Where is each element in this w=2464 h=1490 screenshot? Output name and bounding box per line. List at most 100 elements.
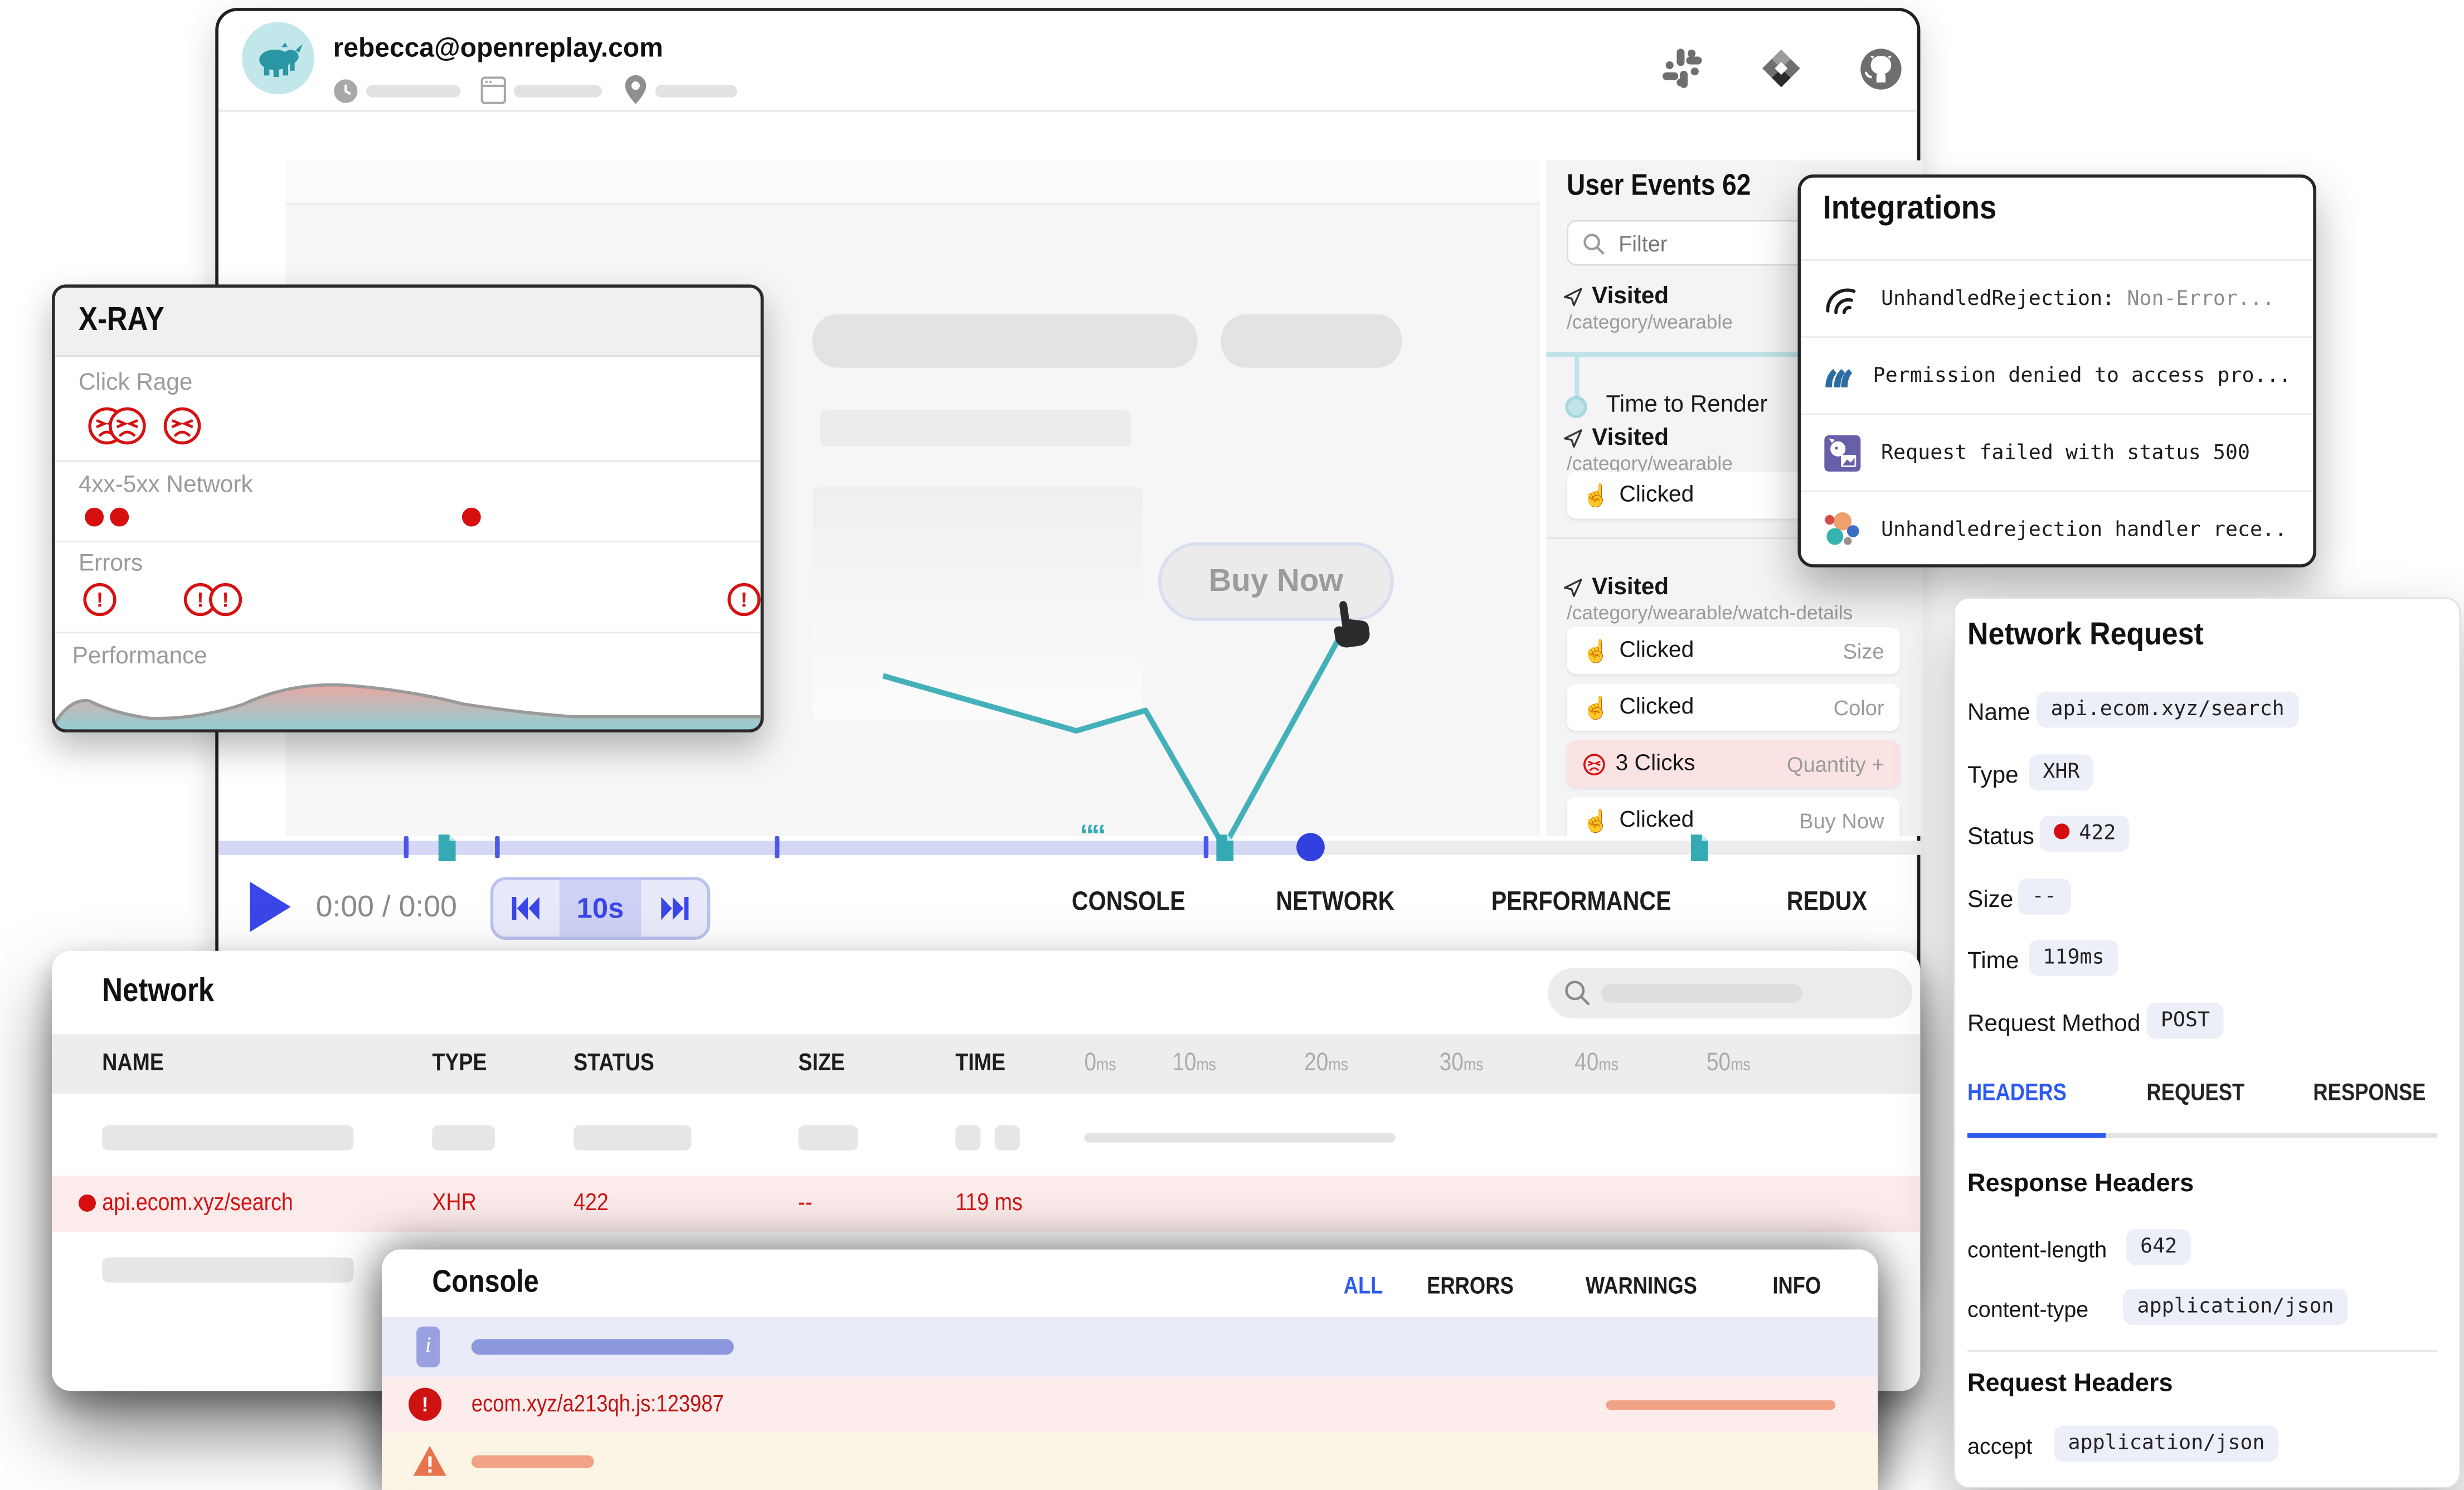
network-search[interactable] [1548,968,1913,1019]
time-to-render[interactable]: Time to Render [1606,391,1768,418]
elastic-icon [1825,511,1859,545]
divider [1546,537,1924,540]
type-label: Type [1967,762,2019,789]
player-timeline[interactable]: ““ [218,821,1924,862]
skeleton-block [812,314,1198,368]
skip-interval-button[interactable]: 10s [559,880,641,937]
angry-face-icon[interactable] [107,405,148,446]
visited-arrow-icon [1563,288,1582,307]
console-tab-warnings[interactable]: WARNINGS [1585,1273,1697,1300]
name-label: Name [1967,699,2030,726]
search-icon [1565,981,1590,1006]
warning-triangle-icon [413,1445,446,1476]
network-error-dot[interactable] [110,507,129,527]
github-icon[interactable] [1859,47,1903,91]
timeline-doc-marker[interactable] [438,834,456,869]
error-exclamation-icon[interactable]: ! [727,583,761,617]
time-label: Time [1967,948,2019,975]
error-exclamation-icon[interactable]: ! [83,583,116,617]
error-exclamation-icon[interactable]: ! [208,583,242,617]
timeline-played [218,841,1311,855]
integration-row-sentry[interactable]: UnhandledRejection: Non-Error... [1801,259,2314,336]
network-row-skeleton[interactable] [52,1110,1920,1167]
timeline-event-tick[interactable] [775,836,780,858]
status-label: Status [1967,823,2034,851]
event-type[interactable]: Visited [1592,283,1669,310]
console-title: Console [432,1265,539,1300]
skeleton-image [812,487,1143,720]
log-service-icon [1825,369,1853,387]
user-events-title: User Events 62 [1567,169,1751,203]
timeline-event-tick[interactable] [495,836,500,858]
render-connector [1574,352,1580,402]
cell-size: -- [798,1190,813,1217]
slack-icon[interactable] [1661,47,1703,90]
integration-row-datadog[interactable]: Request failed with status 500 [1801,413,2314,491]
event-type[interactable]: Visited [1592,574,1669,601]
divider [55,460,761,462]
size-label: Size [1967,886,2014,914]
event-card-clicked[interactable]: ☝ Clicked Buy Now [1567,797,1900,836]
divider [1967,1350,2438,1352]
console-tab-errors[interactable]: ERRORS [1427,1273,1514,1300]
content-length-value: 642 [2126,1229,2191,1265]
click-hand-icon: ☝ [1582,482,1610,507]
integration-row-elastic[interactable]: Unhandledrejection handler rece.. [1801,490,2314,565]
network-error-dot[interactable] [85,507,104,527]
request-tab-request[interactable]: REQUEST [2146,1079,2245,1106]
cell-name: api.ecom.xyz/search [102,1190,293,1217]
console-row-warning[interactable] [382,1433,1878,1490]
integration-row-logs[interactable]: Permission denied to access pro... [1801,336,2314,413]
search-icon [1583,234,1605,255]
jira-diamond-icon[interactable] [1760,47,1802,90]
timeline-doc-marker[interactable] [1690,834,1708,869]
tab-network[interactable]: NETWORK [1276,886,1395,916]
play-button[interactable] [250,881,291,932]
info-icon: i [416,1326,440,1367]
event-url: /category/wearable/watch-details [1567,601,1853,624]
angry-face-icon[interactable] [162,405,202,446]
skip-forward-button[interactable] [641,880,707,937]
console-row-info[interactable]: i [382,1317,1878,1377]
divider [55,540,761,542]
tab-performance[interactable]: PERFORMANCE [1491,886,1671,916]
click-hand-icon: ☝ [1582,637,1610,663]
skip-back-button[interactable] [493,880,559,937]
skeleton-block [820,410,1132,446]
location-icon [625,75,647,104]
cursor-hand-icon [1334,601,1370,648]
request-headers-title: Request Headers [1967,1370,2173,1397]
network-error-dot[interactable] [461,507,481,527]
response-headers-title: Response Headers [1967,1171,2194,1198]
tick-20ms: 20ms [1304,1050,1348,1077]
console-tab-all[interactable]: ALL [1343,1273,1383,1300]
network-row-error[interactable]: api.ecom.xyz/search XHR 422 -- 119 ms [52,1175,1921,1232]
event-url: /category/wearable [1567,311,1733,333]
visited-arrow-icon [1563,429,1582,448]
request-tab-response[interactable]: RESPONSE [2313,1079,2426,1106]
event-card-rage-clicks[interactable]: 3 Clicks Quantity + [1567,740,1900,788]
timeline-event-tick[interactable] [404,836,409,858]
col-time: TIME [955,1050,1006,1077]
cell-time: 119 ms [955,1190,1023,1217]
skeleton-block [1221,314,1402,368]
timeline-event-tick[interactable] [1203,836,1209,858]
timeline-quote-marker[interactable]: ““ [1079,820,1106,853]
event-card-clicked[interactable]: ☝ Clicked Color [1567,683,1900,731]
event-type[interactable]: Visited [1592,424,1669,452]
console-tab-info[interactable]: INFO [1772,1273,1821,1300]
playhead[interactable] [1296,833,1325,862]
tick-50ms: 50ms [1706,1050,1751,1077]
request-tab-headers[interactable]: HEADERS [1967,1079,2067,1106]
tab-console[interactable]: CONSOLE [1071,886,1185,916]
console-row-error[interactable]: ! ecom.xyz/a213qh.js:123987 [382,1376,1878,1434]
buy-now-button[interactable]: Buy Now [1158,542,1394,621]
method-value: POST [2146,1002,2224,1039]
tab-underline-track [1967,1133,2438,1138]
accept-value: application/json [2054,1425,2279,1462]
xray-title: X-RAY [78,302,164,338]
tab-redux[interactable]: REDUX [1786,886,1868,916]
timeline-doc-marker[interactable] [1216,834,1234,869]
xray-panel: X-RAY Click Rage 4xx-5xx Network Errors … [52,284,764,732]
event-card-clicked[interactable]: ☝ Clicked Size [1567,627,1900,674]
